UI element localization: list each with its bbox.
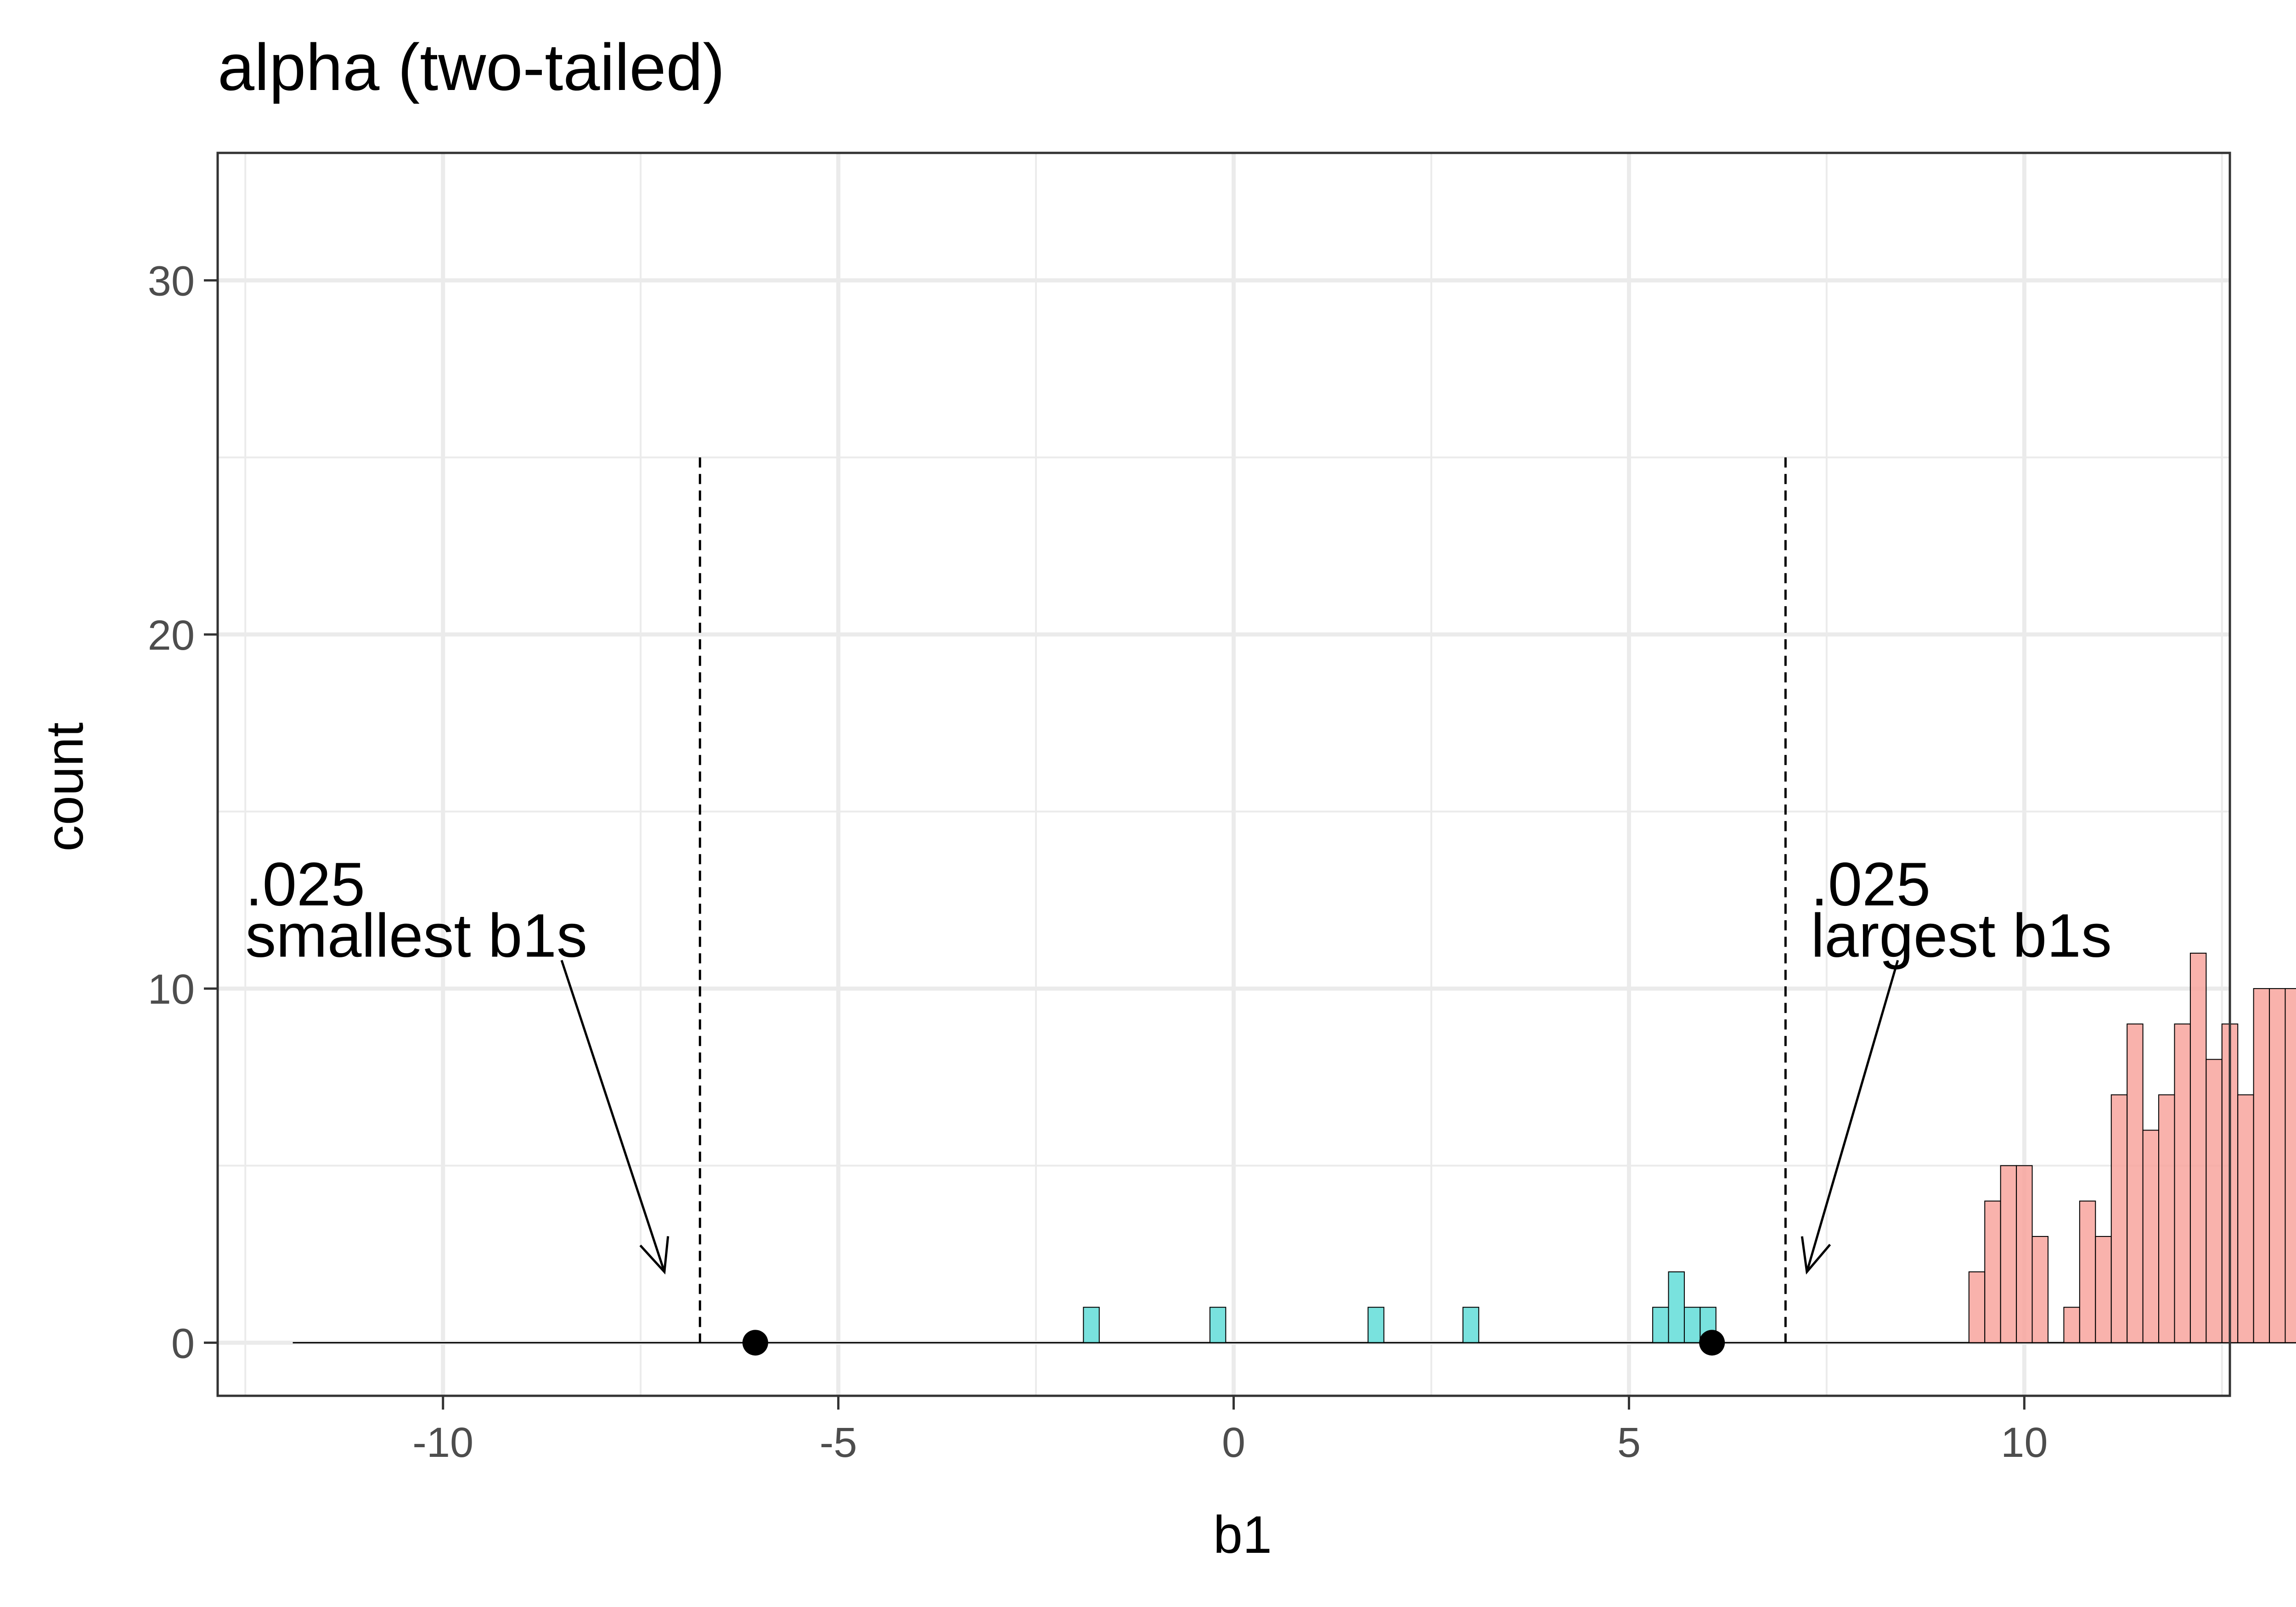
annotation-arrow — [1806, 960, 1899, 1272]
y-tick-label: 0 — [171, 1320, 195, 1367]
histogram-bar-tail — [2158, 1094, 2175, 1343]
x-tick-label: -10 — [412, 1419, 473, 1466]
histogram-bar-middle — [1683, 1307, 1701, 1343]
histogram-bar-tail — [2269, 988, 2286, 1343]
histogram-bar-tail — [2142, 1129, 2160, 1343]
annotation-label: smallest b1s — [245, 902, 587, 970]
histogram-bar-tail — [2095, 1236, 2112, 1343]
annotation-value: .025 — [1811, 850, 1930, 919]
annotation-value: .025 — [245, 850, 365, 919]
grid-minor — [218, 153, 2230, 1396]
x-tick-label: -5 — [820, 1419, 857, 1466]
histogram-bar-tail — [2063, 1307, 2080, 1343]
annotation-arrow — [560, 960, 666, 1272]
histogram-bar-tail — [2237, 1094, 2254, 1343]
histogram-bar-middle — [1083, 1307, 1100, 1343]
chart-title: alpha (two-tailed) — [218, 30, 725, 104]
annotation-label: largest b1s — [1811, 902, 2111, 970]
y-tick-label: 10 — [148, 966, 195, 1013]
x-tick-label: 10 — [2001, 1419, 2048, 1466]
histogram-bar-middle — [1462, 1307, 1480, 1343]
histogram-bar-tail — [2189, 952, 2207, 1343]
x-tick-label: 0 — [1222, 1419, 1245, 1466]
data-point — [742, 1330, 768, 1356]
data-point — [1699, 1330, 1725, 1356]
y-tick-label: 20 — [148, 612, 195, 659]
histogram-bar-tail — [2016, 1165, 2033, 1343]
histogram-bar-tail — [2285, 988, 2296, 1343]
histogram-bar-tail — [2174, 1023, 2191, 1343]
panel-border — [216, 152, 2231, 1397]
x-axis-title: b1 — [1213, 1506, 1272, 1564]
data-points — [742, 1330, 1725, 1356]
histogram-bar-middle — [1668, 1271, 1685, 1343]
annotation-arrowhead — [1801, 1236, 1831, 1275]
x-tick-label: 5 — [1617, 1419, 1641, 1466]
histogram-bar-tail — [2110, 1094, 2128, 1343]
x-axis-ticks: -10 -5 0 5 10 — [412, 1396, 2048, 1466]
histogram-bar-tail — [1968, 1271, 1986, 1343]
histogram-bar-middle — [1367, 1307, 1384, 1343]
histogram-bar-tail — [2079, 1200, 2096, 1343]
histogram-bar-middle — [1209, 1307, 1227, 1343]
y-tick-label: 30 — [148, 258, 195, 305]
annotation-arrowhead — [639, 1236, 670, 1275]
y-axis-ticks: 0 10 20 30 — [148, 258, 218, 1367]
histogram-bar-tail — [2253, 988, 2270, 1343]
histogram-bar-tail — [2127, 1023, 2144, 1343]
histogram-bar-middle — [1652, 1307, 1669, 1343]
y-axis-title: count — [35, 722, 94, 851]
histogram-bar-tail — [2000, 1165, 2017, 1343]
histogram-bar-tail — [1984, 1200, 2001, 1343]
histogram-bar-tail — [2032, 1236, 2048, 1343]
histogram-bar-tail — [2206, 1059, 2223, 1343]
